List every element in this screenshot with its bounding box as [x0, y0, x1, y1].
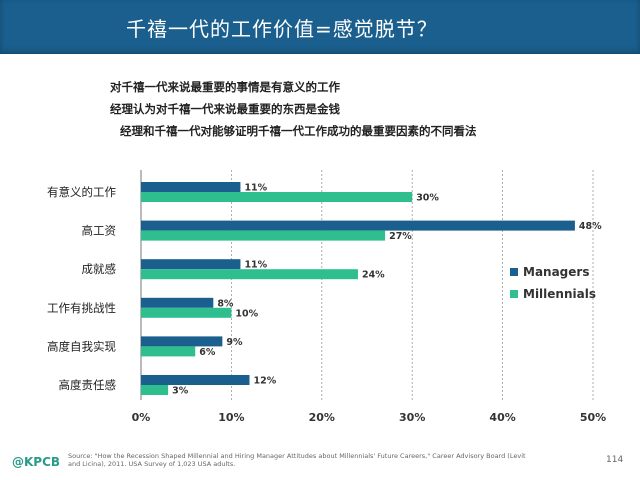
bar-managers — [141, 259, 241, 270]
category-label: 高度责任感 — [59, 378, 117, 392]
data-label: 11% — [244, 260, 267, 271]
page-title: 千禧一代的工作价值=感觉脱节？ — [126, 17, 438, 41]
data-label: 11% — [244, 183, 267, 194]
x-tick-label: 20% — [309, 411, 335, 424]
x-tick-label: 50% — [580, 411, 606, 424]
kpcb-logo: @KPCB — [12, 455, 61, 469]
category-label: 成就感 — [82, 262, 117, 276]
data-label: 6% — [199, 347, 216, 358]
category-label: 高工资 — [82, 224, 117, 238]
bar-millennials — [141, 307, 232, 318]
x-tick-label: 0% — [132, 411, 151, 424]
x-tick-label: 40% — [489, 411, 515, 424]
bar-millennials — [141, 385, 169, 395]
bullet-3: 经理和千禧一代对能够证明千禧一代工作成功的最重要因素的不同看法 — [120, 124, 477, 138]
bar-millennials — [141, 269, 358, 280]
data-label: 10% — [235, 308, 258, 319]
category-label: 有意义的工作 — [47, 185, 116, 199]
data-label: 24% — [362, 270, 385, 281]
legend-swatch-managers — [510, 268, 518, 276]
legend-label-millennials: Millennials — [523, 287, 596, 301]
data-label: 30% — [416, 193, 439, 204]
legend-label-managers: Managers — [523, 265, 589, 279]
data-label: 48% — [579, 221, 602, 232]
bar-managers — [141, 182, 241, 192]
page-number: 114 — [606, 455, 624, 465]
x-tick-label: 10% — [218, 411, 244, 424]
bullet-list: 对千禧一代来说最重要的事情是有意义的工作 经理认为对千禧一代来说最重要的东西是金… — [110, 76, 477, 142]
bullet-1: 对千禧一代来说最重要的事情是有意义的工作 — [110, 80, 340, 94]
data-label: 27% — [389, 231, 412, 242]
bar-millennials — [141, 192, 413, 202]
category-label: 高度自我实现 — [47, 339, 116, 353]
x-tick-label: 30% — [399, 411, 425, 424]
bar-managers — [141, 297, 214, 308]
bar-managers — [141, 375, 250, 385]
source-note: Source: "How the Recession Shaped Millen… — [68, 452, 526, 468]
header-bar: 千禧一代的工作价值=感觉脱节？ — [0, 0, 640, 54]
data-label: 8% — [217, 298, 234, 309]
bar-managers — [141, 336, 223, 347]
bar-millennials — [141, 230, 386, 241]
category-label: 工作有挑战性 — [47, 301, 116, 315]
legend-swatch-millennials — [510, 290, 518, 298]
bar-managers — [141, 220, 575, 231]
bullet-2: 经理认为对千禧一代来说最重要的东西是金钱 — [110, 102, 340, 116]
data-label: 12% — [253, 376, 276, 387]
bar-millennials — [141, 346, 196, 357]
data-label: 3% — [172, 386, 189, 397]
data-label: 9% — [226, 337, 243, 348]
